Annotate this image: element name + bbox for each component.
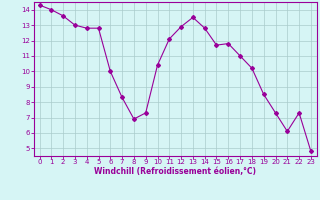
X-axis label: Windchill (Refroidissement éolien,°C): Windchill (Refroidissement éolien,°C) xyxy=(94,167,256,176)
